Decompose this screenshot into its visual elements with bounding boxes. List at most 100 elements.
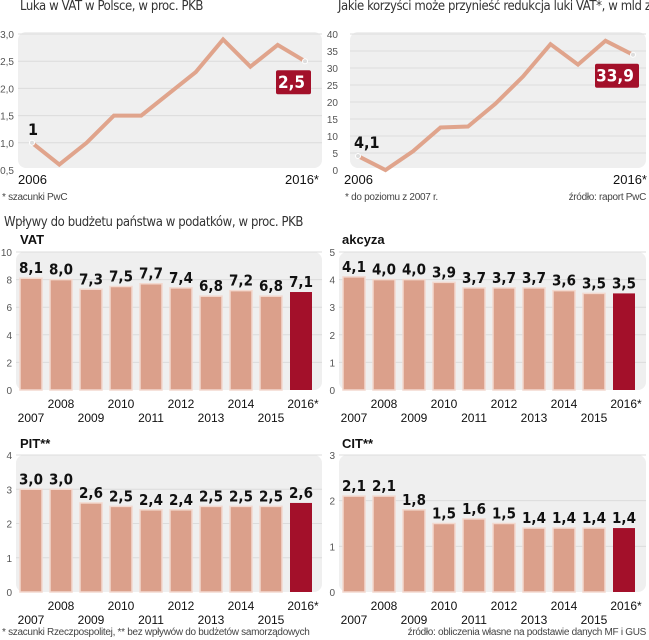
x-tick-label: 2011 [138,613,164,627]
y-tick-label: 3 [329,451,335,462]
x-tick-label: 2013 [198,411,225,425]
bar-value-label: 3,5 [612,274,636,292]
x-tick-label: 2007 [341,411,368,425]
x-tick-label: 2008 [48,599,75,613]
y-tick-label: 1,5 [0,112,14,123]
bar [259,295,283,391]
bar-value-label: 2,5 [109,487,133,505]
bar-value-label: 7,5 [109,268,133,286]
y-tick-label: 6 [6,303,12,314]
x-tick-label: 2012 [491,599,518,613]
bar-value-label: 4,1 [342,258,366,276]
y-tick-label: 5 [332,149,338,160]
x-tick-label: 2015 [258,411,285,425]
y-tick-label: 0 [329,386,335,397]
y-tick-label: 0 [6,386,12,397]
x-tick-label: 2016* [287,599,319,613]
bar [139,282,163,391]
bar [372,278,396,391]
bar-value-label: 1,4 [612,509,636,527]
bar-value-label: 6,8 [199,277,223,295]
end-value-label: 2,5 [278,73,305,93]
bar-value-label: 3,5 [582,274,606,292]
bar-value-label: 3,7 [462,269,486,287]
bar-value-label: 7,2 [229,272,253,290]
y-tick-label: 3 [329,303,335,314]
y-tick-label: 2 [329,497,335,508]
x-tick-label: 2007 [18,411,45,425]
y-tick-label: 2 [6,358,12,369]
bar [19,488,43,593]
bar [49,488,73,593]
x-tick-label: 2007 [341,613,368,627]
y-tick-label: 8 [6,276,12,287]
y-tick-label: 0 [332,166,338,177]
bar-value-label: 3,6 [552,272,576,290]
bar [199,295,223,391]
bar-value-label: 2,5 [229,487,253,505]
bar-value-label: 7,7 [139,265,163,283]
bar [49,278,73,391]
data-line [357,38,634,173]
bar-value-label: 1,4 [552,509,576,527]
bar-value-label: 1,8 [402,491,426,509]
bar-value-label: 7,3 [79,270,103,288]
y-tick-label: 3 [6,485,12,496]
y-tick-label: 10 [1,248,13,259]
y-tick-label: 20 [327,98,339,109]
vat-benefit-footnote: * do poziomu z 2007 r. [345,192,438,203]
bar [342,495,366,593]
bar [372,495,396,593]
x-tick-label: 2015 [581,411,608,425]
bar [522,287,546,391]
bar [259,505,283,593]
bar-value-label: 1,5 [432,505,456,523]
bar [229,289,253,391]
y-tick-label: 40 [327,30,339,41]
bar [402,509,426,593]
x-tick-label: 2014 [551,599,578,613]
bar [552,527,576,593]
panel-label-cit: CIT** [342,436,374,451]
y-tick-label: 4 [329,276,335,287]
x-tick-label: 2009 [401,411,428,425]
start-value-label: 1 [28,120,38,139]
bar-value-label: 4,0 [372,261,396,279]
bar [19,277,43,391]
tax-revenue-title: Wpływy do budżetu państwa w podatków, w … [4,215,304,230]
y-tick-label: 4 [6,331,12,342]
bar-value-label: 3,9 [432,263,456,281]
bar [522,527,546,593]
bar [169,287,193,391]
data-point [29,139,35,146]
x-tick-label: 2016* [610,397,642,411]
x-tick-label: 2007 [18,613,45,627]
bar [582,527,606,593]
y-tick-label: 3,0 [0,30,14,41]
y-tick-label: 2 [6,520,12,531]
data-point [302,58,308,65]
bar-value-label: 1,4 [522,509,546,527]
x-tick-label: 2011 [461,411,487,425]
bar-value-label: 3,7 [492,269,516,287]
bar [613,528,635,592]
panel-label-vat: VAT [20,232,45,247]
bar-value-label: 3,7 [522,269,546,287]
panel-label-akcyza: akcyza [342,232,385,247]
x-tick-label: 2010 [108,599,135,613]
bar [402,278,426,391]
end-value-badge [276,70,311,95]
y-tick-label: 4 [6,451,12,462]
start-value-label: 4,1 [354,133,380,152]
y-tick-label: 15 [327,115,339,126]
end-value-badge [595,63,639,88]
panel-label-pit: PIT** [20,436,51,451]
bar-value-label: 3,0 [19,470,43,488]
bar [109,285,133,391]
bar [582,292,606,391]
bar [432,522,456,593]
bar-value-label: 2,6 [289,484,313,502]
bar-value-label: 2,1 [372,477,396,495]
y-tick-label: 2 [329,331,335,342]
